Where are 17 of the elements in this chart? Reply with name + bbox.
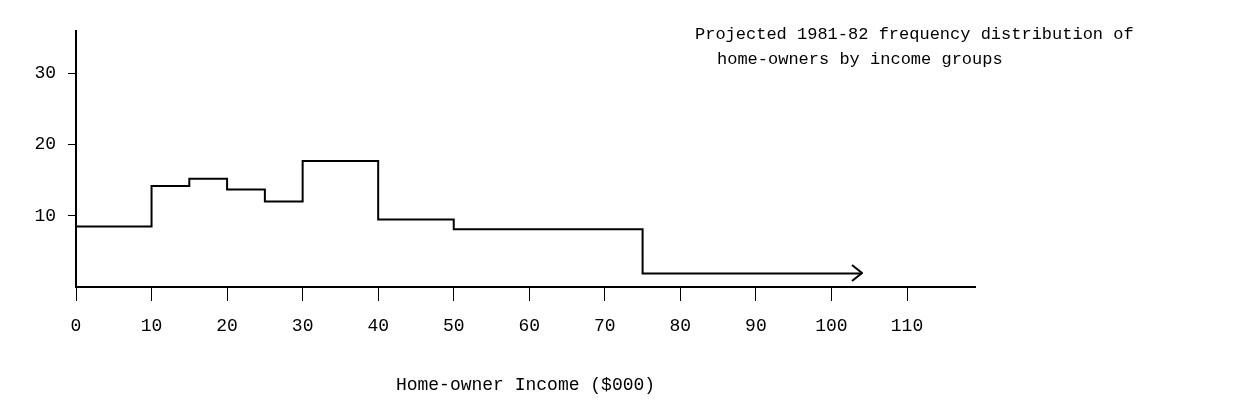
y-tick-label: 10 <box>34 205 56 226</box>
x-tick-label: 60 <box>518 315 541 336</box>
y-tick-label: 30 <box>34 63 56 84</box>
x-tick-label: 40 <box>367 315 389 336</box>
x-tick-label: 10 <box>140 315 163 336</box>
x-tick-label: 30 <box>291 315 314 336</box>
x-tick-label: 80 <box>669 315 692 336</box>
x-tick-label: 90 <box>745 315 767 336</box>
y-tick-label: 20 <box>34 134 56 155</box>
x-tick-label: 100 <box>815 315 848 336</box>
x-tick-label: 70 <box>594 315 616 336</box>
x-tick-label: 0 <box>70 315 82 336</box>
x-axis-title: Home-owner Income ($000) <box>395 374 656 395</box>
x-tick-label: 110 <box>890 315 924 336</box>
x-tick-label: 20 <box>216 315 238 336</box>
x-tick-label: 50 <box>442 315 465 336</box>
annotation: Projected 1981-82 frequency distribution of home-owners by income groups <box>695 25 1134 69</box>
